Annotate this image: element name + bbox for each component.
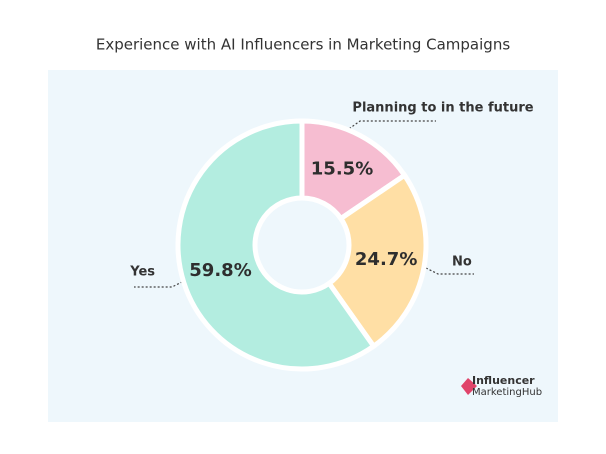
data-label: 24.7%: [355, 249, 417, 270]
category-label: Planning to in the future: [352, 101, 533, 116]
logo: Influencer MarketingHub: [461, 374, 542, 398]
leader-line: [345, 120, 436, 132]
donut-slice: [325, 171, 429, 350]
chart-title: Experience with AI Influencers in Market…: [96, 36, 510, 54]
category-label: No: [452, 255, 472, 270]
donut-slice: [299, 118, 409, 223]
logo-icon: [461, 378, 477, 395]
donut-slice: [175, 118, 378, 372]
logo-text: Influencer: [472, 374, 535, 387]
category-label: Yes: [129, 265, 155, 280]
data-label: 15.5%: [311, 158, 373, 179]
leader-line: [425, 267, 474, 275]
data-label: 59.8%: [189, 260, 251, 281]
logo-text: MarketingHub: [472, 387, 542, 398]
